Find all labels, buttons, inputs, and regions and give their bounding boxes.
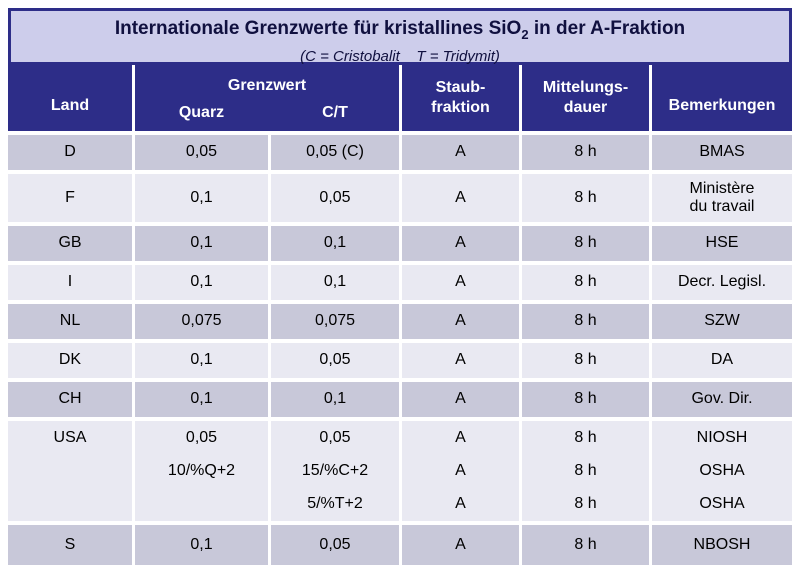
usa-bemerkung-line1: NIOSH (696, 428, 748, 446)
cell-ct: 0,05 (271, 525, 399, 565)
cell-staubfraktion: A A A (402, 421, 519, 521)
cell-staubfraktion: A (402, 226, 519, 261)
header-cell-staubfraktion: Staub- fraktion (402, 65, 519, 131)
table-body: D 0,05 0,05 (C) A 8 h BMAS F 0,1 0,05 A … (8, 135, 792, 565)
cell-mittelungsdauer: 8 h (522, 265, 649, 300)
cell-staubfraktion: A (402, 265, 519, 300)
cell-quarz: 0,1 (135, 343, 268, 378)
header-cell-grenzwert-group: Grenzwert Quarz C/T (135, 65, 399, 131)
cell-quarz: 0,1 (135, 525, 268, 565)
cell-bemerkung: Decr. Legisl. (652, 265, 792, 300)
cell-land: CH (8, 382, 132, 417)
cell-staubfraktion: A (402, 304, 519, 339)
usa-dauer-line3: 8 h (574, 494, 597, 512)
cell-quarz: 0,05 10/%Q+2 (135, 421, 268, 521)
header-cell-grenzwert: Grenzwert (227, 77, 307, 94)
usa-bemerkung-line3: OSHA (699, 494, 745, 512)
table-row-usa: USA 0,05 10/%Q+2 0,05 15/%C+2 5/%T+2 A A… (8, 421, 792, 521)
usa-staub-line2: A (455, 461, 466, 479)
cell-ct: 0,05 (C) (271, 135, 399, 170)
cell-land: NL (8, 304, 132, 339)
cell-quarz: 0,1 (135, 382, 268, 417)
cell-mittelungsdauer: 8 h (522, 135, 649, 170)
cell-mittelungsdauer: 8 h (522, 525, 649, 565)
cell-staubfraktion: A (402, 525, 519, 565)
header-cell-mittelungsdauer: Mittelungs- dauer (522, 65, 649, 131)
cell-ct: 0,05 15/%C+2 5/%T+2 (271, 421, 399, 521)
page-title: Internationale Grenzwerte für kristallin… (11, 16, 789, 48)
cell-quarz: 0,1 (135, 265, 268, 300)
header-cell-bemerkungen: Bemerkungen (652, 65, 792, 131)
cell-bemerkung: SZW (652, 304, 792, 339)
cell-quarz: 0,075 (135, 304, 268, 339)
usa-ct-line2: 15/%C+2 (301, 461, 369, 479)
table-row-nl: NL 0,075 0,075 A 8 h SZW (8, 304, 792, 339)
cell-bemerkung: NBOSH (652, 525, 792, 565)
cell-staubfraktion: A (402, 343, 519, 378)
cell-land: GB (8, 226, 132, 261)
cell-quarz: 0,1 (135, 174, 268, 222)
usa-land-line3 (8, 488, 132, 521)
page-subtitle: (C = Cristobalit T = Tridymit) (300, 47, 500, 65)
usa-bemerkung-line2: OSHA (699, 461, 745, 479)
cell-staubfraktion: A (402, 382, 519, 417)
cell-staubfraktion: A (402, 135, 519, 170)
cell-ct: 0,05 (271, 343, 399, 378)
title-text-main: Internationale Grenzwerte für kristallin… (114, 18, 522, 39)
title-text-suffix: in der A-Fraktion (528, 18, 686, 39)
cell-quarz: 0,1 (135, 226, 268, 261)
title-box: Internationale Grenzwerte für kristallin… (8, 8, 792, 65)
table-row-ch: CH 0,1 0,1 A 8 h Gov. Dir. (8, 382, 792, 417)
cell-ct: 0,1 (271, 265, 399, 300)
cell-ct: 0,1 (271, 382, 399, 417)
cell-bemerkung: Gov. Dir. (652, 382, 792, 417)
usa-quarz-line3 (135, 488, 268, 521)
cell-land: I (8, 265, 132, 300)
cell-ct: 0,075 (271, 304, 399, 339)
table-row-s: S 0,1 0,05 A 8 h NBOSH (8, 525, 792, 565)
cell-mittelungsdauer: 8 h (522, 382, 649, 417)
table-row-gb: GB 0,1 0,1 A 8 h HSE (8, 226, 792, 261)
usa-quarz-line2: 10/%Q+2 (167, 461, 236, 479)
cell-land: USA (8, 421, 132, 521)
cell-land: DK (8, 343, 132, 378)
table-row-dk: DK 0,1 0,05 A 8 h DA (8, 343, 792, 378)
cell-land: S (8, 525, 132, 565)
cell-land: F (8, 174, 132, 222)
cell-mittelungsdauer: 8 h (522, 304, 649, 339)
cell-land: D (8, 135, 132, 170)
header-subcolumns: Quarz C/T (135, 95, 399, 131)
cell-bemerkung: DA (652, 343, 792, 378)
cell-quarz: 0,05 (135, 135, 268, 170)
usa-dauer-line1: 8 h (574, 428, 597, 446)
usa-dauer-line2: 8 h (574, 461, 597, 479)
table-row-i: I 0,1 0,1 A 8 h Decr. Legisl. (8, 265, 792, 300)
cell-staubfraktion: A (402, 174, 519, 222)
title-subscript: 2 (521, 26, 529, 42)
cell-bemerkung: HSE (652, 226, 792, 261)
table-row-f: F 0,1 0,05 A 8 h Ministère du travail (8, 174, 792, 222)
cell-bemerkung: BMAS (652, 135, 792, 170)
usa-land-line1: USA (53, 428, 87, 446)
cell-bemerkung: Ministère du travail (652, 174, 792, 222)
cell-ct: 0,05 (271, 174, 399, 222)
usa-staub-line3: A (455, 494, 466, 512)
table-row-d: D 0,05 0,05 (C) A 8 h BMAS (8, 135, 792, 170)
usa-ct-line1: 0,05 (319, 428, 351, 446)
cell-mittelungsdauer: 8 h (522, 174, 649, 222)
cell-mittelungsdauer: 8 h 8 h 8 h (522, 421, 649, 521)
usa-land-line2 (8, 455, 132, 488)
cell-mittelungsdauer: 8 h (522, 226, 649, 261)
usa-quarz-line1: 0,05 (185, 428, 218, 446)
cell-bemerkung: NIOSH OSHA OSHA (652, 421, 792, 521)
cell-ct: 0,1 (271, 226, 399, 261)
header-cell-land: Land (8, 65, 132, 131)
header-cell-quarz: Quarz (178, 104, 225, 121)
cell-mittelungsdauer: 8 h (522, 343, 649, 378)
usa-ct-line3: 5/%T+2 (307, 494, 363, 512)
header-cell-ct: C/T (322, 104, 348, 121)
usa-staub-line1: A (455, 428, 466, 446)
table-header: Land Grenzwert Quarz C/T Staub- fraktion… (8, 65, 792, 131)
